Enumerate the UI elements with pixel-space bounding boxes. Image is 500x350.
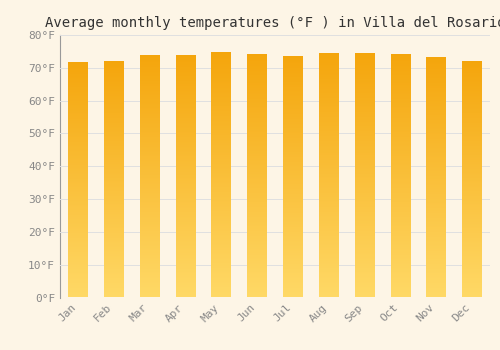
Title: Average monthly temperatures (°F ) in Villa del Rosario: Average monthly temperatures (°F ) in Vi…	[44, 16, 500, 30]
